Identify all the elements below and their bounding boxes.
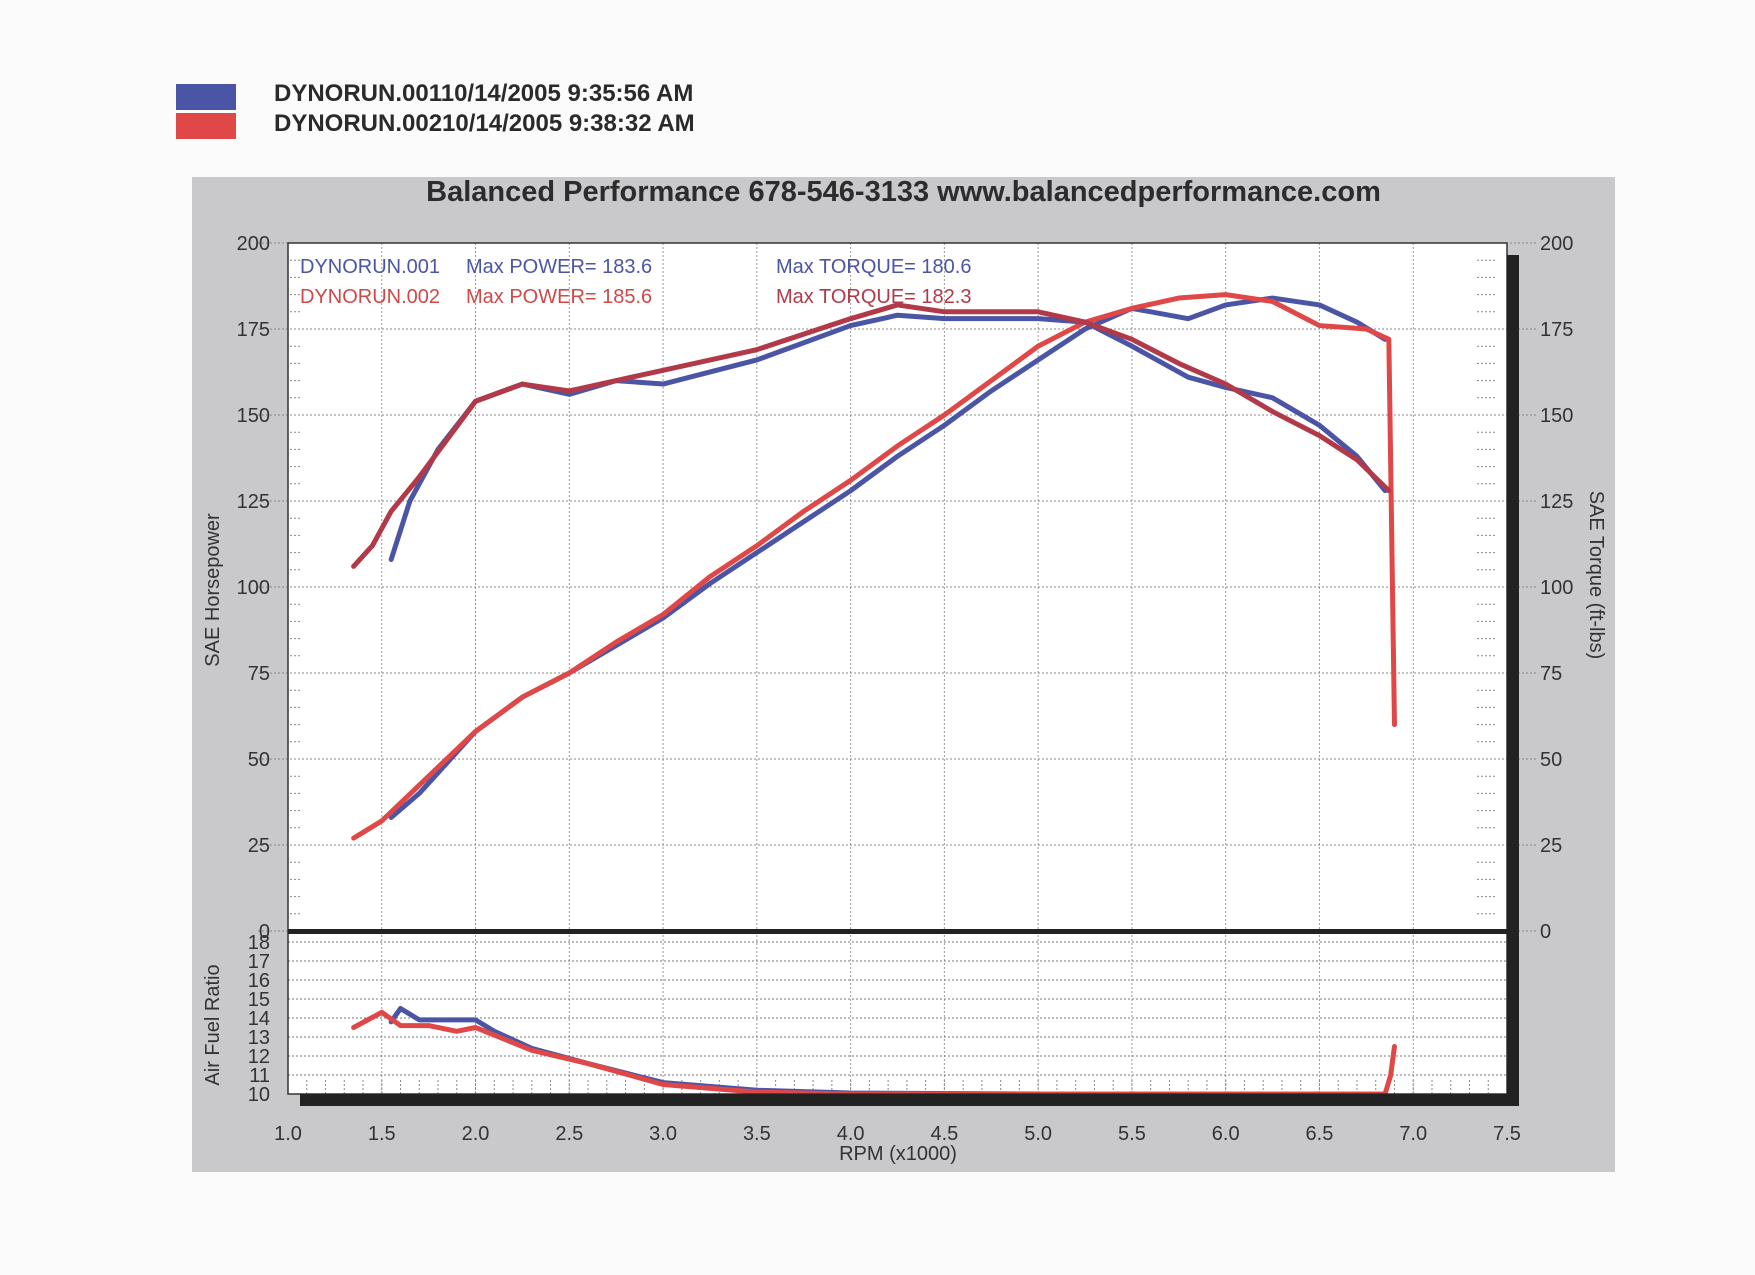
y-tick-label-afr: 15 <box>248 989 270 1011</box>
hp-curve-run2 <box>351 292 1397 841</box>
y-tick-label-torque: 100 <box>1540 577 1573 599</box>
legend-swatch-run1 <box>176 84 236 110</box>
x-tick-label: 1.0 <box>274 1123 302 1145</box>
x-tick-label: 4.0 <box>837 1123 865 1145</box>
x-tick-label: 2.5 <box>555 1123 583 1145</box>
y-tick-label-hp: 150 <box>237 405 270 427</box>
y-tick-label-afr: 13 <box>248 1027 270 1049</box>
y-tick-label-torque: 150 <box>1540 405 1573 427</box>
frame-shadow-right <box>1507 255 1519 1106</box>
legend-label-run2: DYNORUN.00210/14/2005 9:38:32 AM <box>274 110 695 137</box>
plot-area <box>288 243 1507 1094</box>
y-tick-label-hp: 50 <box>248 749 270 771</box>
y-tick-label-torque: 25 <box>1540 835 1562 857</box>
x-tick-label: 7.5 <box>1493 1123 1521 1145</box>
y-tick-label-hp: 75 <box>248 663 270 685</box>
y-tick-label-hp: 0 <box>259 921 270 943</box>
y-tick-label-afr: 17 <box>248 951 270 973</box>
annotation-run2-torque: Max TORQUE= 182.3 <box>776 286 971 308</box>
y-tick-label-afr: 14 <box>248 1008 270 1030</box>
x-tick-label: 3.0 <box>649 1123 677 1145</box>
chart-title: Balanced Performance 678-546-3133 www.ba… <box>426 176 1381 208</box>
y-tick-label-hp: 25 <box>248 835 270 857</box>
annotation-run1-power: Max POWER= 183.6 <box>466 256 652 278</box>
legend-label-run1: DYNORUN.00110/14/2005 9:35:56 AM <box>274 80 694 107</box>
y-axis-label-horsepower: SAE Horsepower <box>202 513 224 667</box>
x-tick-label: 7.0 <box>1399 1123 1427 1145</box>
y-tick-label-hp: 175 <box>237 319 270 341</box>
y-tick-label-afr: 18 <box>248 932 270 954</box>
x-tick-label: 5.0 <box>1024 1123 1052 1145</box>
x-axis-label: RPM (x1000) <box>839 1143 957 1165</box>
x-tick-label: 1.5 <box>368 1123 396 1145</box>
x-tick-label: 5.5 <box>1118 1123 1146 1145</box>
x-tick-label: 4.5 <box>930 1123 958 1145</box>
y-tick-label-hp: 125 <box>237 491 270 513</box>
legend-swatch-run2 <box>176 113 236 139</box>
y-tick-label-torque: 175 <box>1540 319 1573 341</box>
y-tick-label-hp: 100 <box>237 577 270 599</box>
y-tick-label-afr: 10 <box>248 1084 270 1106</box>
y-tick-label-torque: 75 <box>1540 663 1562 685</box>
y-tick-label-torque: 0 <box>1540 921 1551 943</box>
annotation-run1-name: DYNORUN.001 <box>300 256 440 278</box>
x-tick-label: 2.0 <box>462 1123 490 1145</box>
y-tick-label-afr: 16 <box>248 970 270 992</box>
x-tick-label: 3.5 <box>743 1123 771 1145</box>
annotation-run2-name: DYNORUN.002 <box>300 286 440 308</box>
y-tick-label-afr: 11 <box>249 1065 270 1087</box>
frame-shadow-bottom <box>300 1094 1519 1106</box>
y-tick-label-afr: 12 <box>248 1046 270 1068</box>
annotation-run1-torque: Max TORQUE= 180.6 <box>776 256 971 278</box>
y-tick-label-torque: 50 <box>1540 749 1562 771</box>
y-tick-label-torque: 200 <box>1540 233 1573 255</box>
x-tick-label: 6.0 <box>1212 1123 1240 1145</box>
x-tick-label: 6.5 <box>1306 1123 1334 1145</box>
y-tick-label-hp: 200 <box>237 233 270 255</box>
y-axis-label-afr: Air Fuel Ratio <box>202 964 224 1085</box>
section-divider <box>288 929 1519 934</box>
y-tick-label-torque: 125 <box>1540 491 1573 513</box>
annotation-run2-power: Max POWER= 185.6 <box>466 286 652 308</box>
y-axis-label-torque: SAE Torque (ft-lbs) <box>1585 491 1607 660</box>
torque-curve-run2 <box>351 302 1392 569</box>
